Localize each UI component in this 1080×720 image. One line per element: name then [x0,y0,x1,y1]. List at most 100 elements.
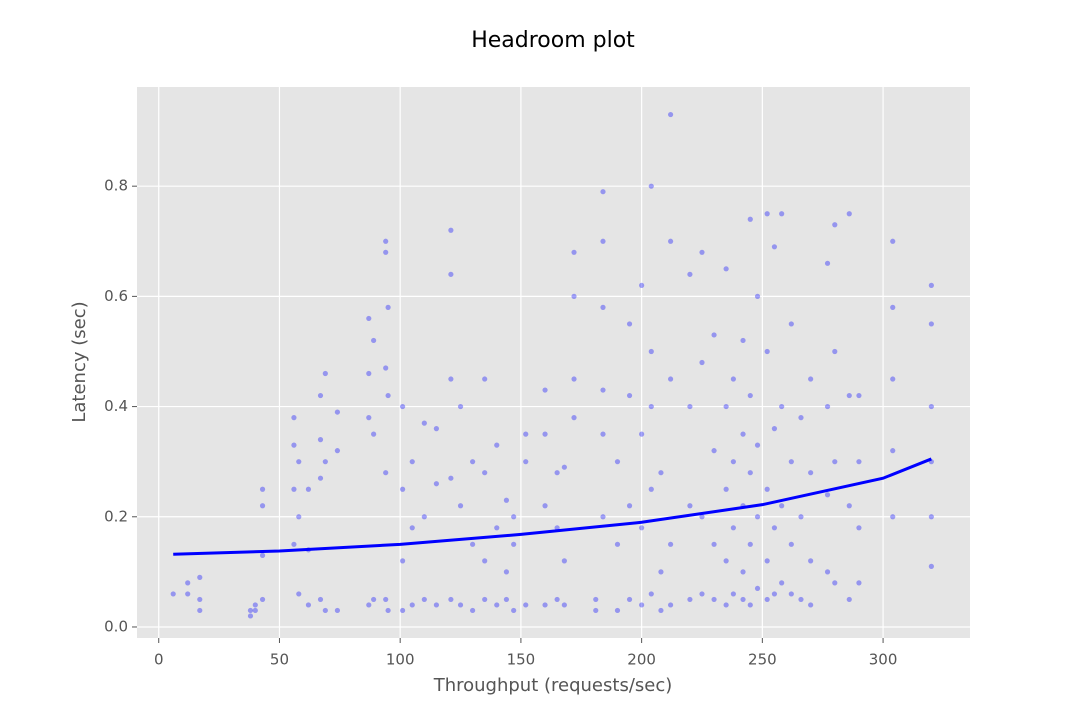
data-point [648,591,654,597]
data-point [305,486,312,492]
data-point [185,580,191,586]
data-point [600,304,606,310]
data-point [185,591,191,597]
data-point [561,558,567,564]
data-point [554,596,560,603]
data-point [600,514,606,520]
data-point [658,569,664,575]
data-point [482,470,488,476]
data-point [600,189,606,195]
data-point [614,459,621,465]
data-point [409,459,415,465]
data-point [296,591,302,597]
data-point [764,486,770,492]
x-tick-label: 300 [869,651,898,669]
data-point [928,282,934,288]
data-point [482,596,488,603]
data-point [433,481,439,487]
data-point [740,596,746,603]
y-tick-label: 0.6 [104,287,128,305]
data-point [723,266,729,272]
data-point [648,183,654,189]
data-point [523,602,529,608]
data-point [687,503,693,509]
data-point [832,222,838,228]
data-point [291,486,297,492]
data-point [593,607,599,614]
data-point [448,271,454,277]
data-point [593,596,599,603]
data-point [511,607,517,614]
data-point [259,503,266,509]
data-point [846,392,852,399]
data-point [383,470,389,476]
data-point [856,525,862,531]
data-point [747,392,753,399]
data-point [197,607,203,614]
y-axis-label: Latency (sec) [69,301,90,422]
data-point [723,558,729,564]
data-point [371,596,377,603]
data-point [928,321,934,327]
data-point [856,392,862,399]
data-point [322,459,328,465]
data-point [788,541,794,547]
data-point [554,525,560,531]
data-point [383,365,389,371]
x-tick-label: 50 [270,651,289,669]
x-axis-label: Throughput (requests/sec) [433,675,673,696]
data-point [385,304,391,310]
data-point [399,486,406,492]
data-point [779,211,785,217]
data-point [788,459,794,465]
data-point [730,459,736,465]
data-point [890,238,896,244]
data-point [470,607,476,614]
data-point [554,470,560,476]
data-point [291,541,297,547]
data-point [928,563,934,569]
data-point [371,431,377,437]
data-point [366,370,372,377]
data-point [197,574,203,580]
data-point [747,541,753,547]
data-point [366,315,372,322]
data-point [448,227,454,233]
data-point [730,376,736,382]
data-point [771,244,778,250]
data-point [648,348,654,355]
data-point [252,602,258,608]
data-point [639,431,645,437]
data-point [711,541,717,547]
data-point [832,348,838,355]
data-point [808,470,814,476]
x-tick-label: 200 [627,651,656,669]
x-tick-label: 100 [386,651,415,669]
data-point [366,602,372,608]
data-point [542,387,548,393]
data-point [764,558,770,564]
data-point [366,415,372,421]
data-point [723,602,729,608]
plot-area [137,87,970,638]
y-tick-label: 0.8 [104,177,128,195]
data-point [668,238,674,244]
data-point [668,111,674,118]
data-point [798,415,804,421]
data-point [626,321,633,327]
data-point [523,431,529,437]
data-point [754,442,761,448]
data-point [399,558,406,564]
data-point [571,293,577,299]
data-point [699,249,705,255]
data-point [448,376,454,382]
data-point [317,437,324,443]
data-point [482,558,488,564]
data-point [561,602,567,608]
data-point [740,431,746,437]
data-point [470,541,476,547]
data-point [433,426,439,432]
x-tick-label: 0 [154,651,164,669]
data-point [322,370,328,377]
data-point [197,596,203,603]
